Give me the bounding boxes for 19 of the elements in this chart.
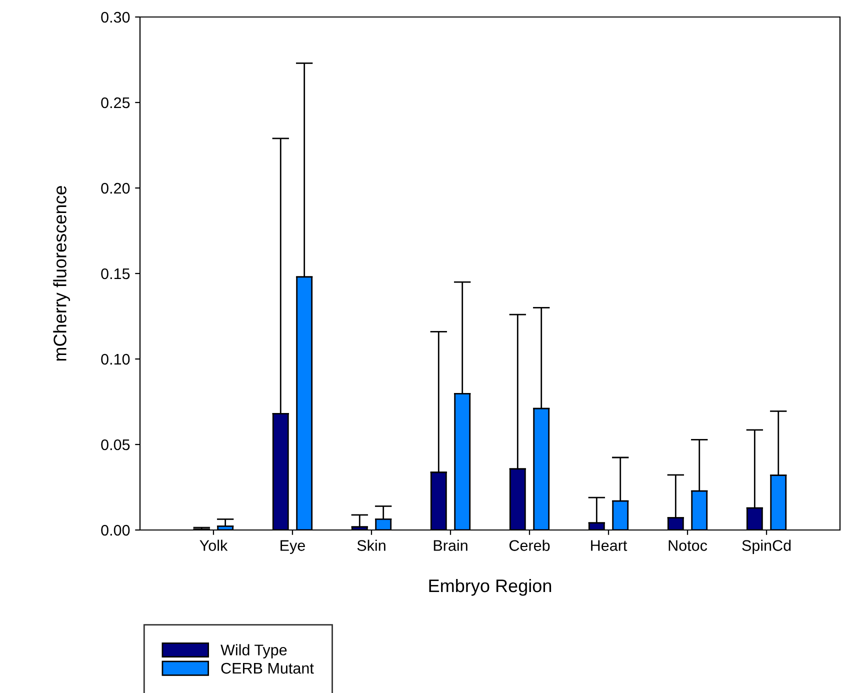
y-tick-label: 0.10 [101,354,130,365]
y-tick-label: 0.25 [101,97,130,108]
y-tick-label: 0.20 [101,182,130,194]
x-tick-label: Yolk [200,540,228,551]
x-axis-title: Embryo Region [429,578,552,596]
y-tick-label: 0.15 [101,268,130,280]
y-axis-title: mCherry fluorescence [53,186,70,361]
x-tick-label: Heart [591,540,628,551]
x-tick-label: Brain [434,540,468,551]
x-tick-label: Notoc [668,540,708,551]
x-tick-label: Skin [357,540,386,551]
legend-label: Wild Type [220,644,287,658]
x-tick-label: SpinCd [742,540,791,554]
x-tick-label: Cereb [509,540,550,551]
legend-label: CERB Mutant [221,662,314,674]
x-tick-label: Eye [280,540,305,554]
y-tick-label: 0.00 [101,524,130,536]
y-tick-label: 0.30 [101,12,130,23]
y-tick-label: 0.05 [101,439,130,450]
